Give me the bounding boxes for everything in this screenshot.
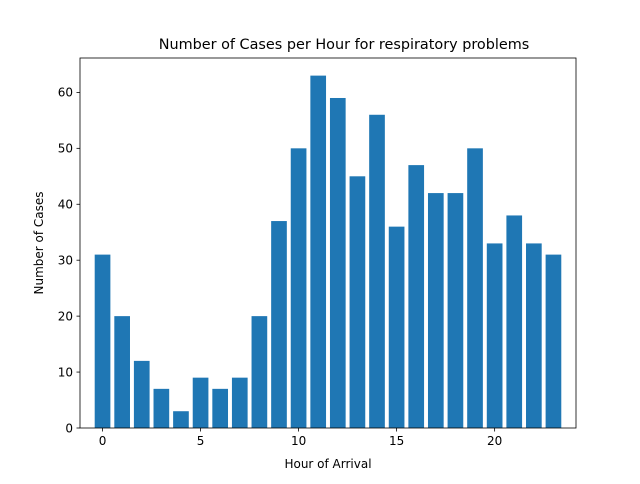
bar-hour-3 [153,388,170,428]
bar-hour-15 [388,226,405,428]
y-tick-label: 10 [58,365,73,379]
y-tick-label: 50 [58,142,73,156]
bars-group [94,75,562,429]
bar-hour-5 [192,377,209,428]
bar-hour-10 [290,148,307,428]
bar-hour-0 [94,254,111,428]
y-tick-label: 40 [58,198,73,212]
chart-title: Number of Cases per Hour for respiratory… [159,37,530,53]
x-axis-label: Hour of Arrival [284,457,371,471]
y-axis-ticks: 0 10 20 30 40 50 60 [58,86,80,435]
y-axis-label: Number of Cases [32,191,46,294]
x-tick-label: 15 [389,434,404,448]
bar-hour-4 [173,411,189,428]
y-tick-label: 30 [58,253,73,267]
bar-hour-17 [427,193,444,428]
x-tick-label: 0 [99,434,107,448]
bar-hour-20 [486,243,503,428]
bar-hour-23 [545,254,562,428]
x-tick-label: 5 [197,434,205,448]
y-tick-label: 0 [65,421,73,435]
bar-hour-14 [369,114,385,429]
y-tick-label: 20 [58,309,73,323]
bar-hour-13 [349,176,366,428]
bar-hour-8 [251,316,268,428]
bar-hour-2 [133,360,150,428]
bar-hour-12 [329,97,346,429]
bar-hour-9 [271,221,287,428]
bar-hour-21 [506,215,523,428]
bar-hour-22 [526,243,542,428]
plot-area-frame [79,57,577,429]
y-tick-label: 60 [58,86,73,100]
x-axis-ticks: 0 5 10 15 20 [99,428,502,448]
bar-hour-18 [447,193,464,428]
bar-hour-1 [114,316,130,428]
bar-hour-11 [310,75,327,429]
bar-hour-19 [467,148,483,428]
x-tick-label: 20 [487,434,502,448]
bar-hour-16 [408,165,425,429]
bar-hour-6 [212,388,229,428]
x-tick-label: 10 [291,434,306,448]
bar-hour-7 [231,377,248,428]
